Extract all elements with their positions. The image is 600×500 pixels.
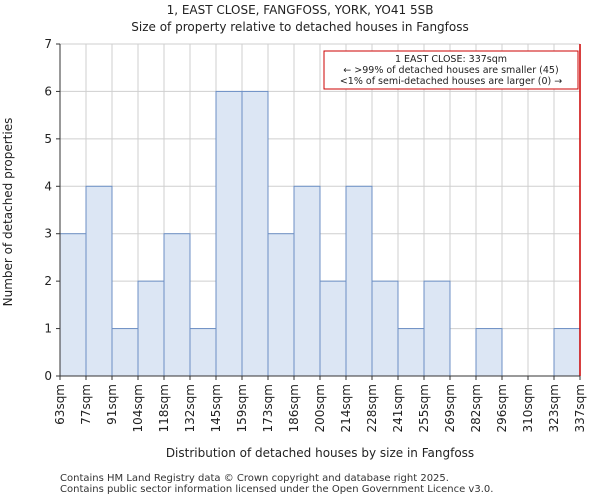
bar <box>345 185 373 377</box>
x-tick-label: 132sqm <box>183 384 197 432</box>
bar <box>85 185 113 377</box>
y-tick-label: 4 <box>44 179 52 193</box>
x-tick-label: 77sqm <box>79 384 93 425</box>
y-tick-label: 2 <box>44 274 52 288</box>
y-tick-label: 5 <box>44 132 52 146</box>
bar <box>553 328 581 377</box>
bar <box>111 328 139 377</box>
bar <box>319 280 347 377</box>
footer-copyright: Contains HM Land Registry data © Crown c… <box>60 473 449 484</box>
x-tick-label: 145sqm <box>209 384 223 432</box>
x-tick-label: 214sqm <box>339 384 353 432</box>
x-tick-label: 269sqm <box>443 384 457 432</box>
bar <box>267 233 295 377</box>
x-tick-label: 104sqm <box>131 384 145 432</box>
annotation-box: 1 EAST CLOSE: 337sqm ← >99% of detached … <box>323 50 579 90</box>
bar <box>397 328 425 377</box>
x-tick-label: 241sqm <box>391 384 405 432</box>
x-tick-label: 228sqm <box>365 384 379 432</box>
x-tick-label: 296sqm <box>495 384 509 432</box>
chart-title: 1, EAST CLOSE, FANGFOSS, YORK, YO41 5SB <box>167 3 434 17</box>
y-tick-label: 3 <box>44 227 52 241</box>
y-tick-label: 6 <box>44 84 52 98</box>
bar <box>423 280 451 377</box>
x-tick-label: 323sqm <box>547 384 561 432</box>
x-tick-label: 63sqm <box>53 384 67 425</box>
annotation-line-3: <1% of semi-detached houses are larger (… <box>340 76 562 87</box>
bar <box>371 280 399 377</box>
x-tick-label: 186sqm <box>287 384 301 432</box>
y-tick-label: 1 <box>44 322 52 336</box>
y-axis-label: Number of detached properties <box>1 118 15 307</box>
bar <box>475 328 503 377</box>
x-tick-label: 173sqm <box>261 384 275 432</box>
bar <box>59 233 87 377</box>
x-tick-label: 159sqm <box>235 384 249 432</box>
x-tick-label: 118sqm <box>157 384 171 432</box>
bar <box>215 90 243 377</box>
x-tick-label: 337sqm <box>573 384 587 432</box>
y-tick-label: 0 <box>44 369 52 383</box>
bar <box>163 233 191 377</box>
x-tick-label: 282sqm <box>469 384 483 432</box>
x-tick-label: 200sqm <box>313 384 327 432</box>
bar <box>241 90 269 377</box>
x-tick-label: 255sqm <box>417 384 431 432</box>
annotation-line-1: 1 EAST CLOSE: 337sqm <box>395 54 507 65</box>
x-tick-label: 91sqm <box>105 384 119 425</box>
bar <box>293 185 321 377</box>
x-axis-label: Distribution of detached houses by size … <box>166 446 474 460</box>
bars <box>59 90 581 377</box>
bar <box>137 280 165 377</box>
x-tick-label: 310sqm <box>521 384 535 432</box>
y-tick-label: 7 <box>44 37 52 51</box>
footer-licence: Contains public sector information licen… <box>60 484 494 495</box>
chart-subtitle: Size of property relative to detached ho… <box>131 20 468 34</box>
axes: 0 1 2 3 4 5 6 7 63sqm 77sqm 91sqm 104sqm 118sqm 132sq… <box>44 37 587 432</box>
bar <box>189 328 217 377</box>
annotation-line-2: ← >99% of detached houses are smaller (4… <box>343 65 558 76</box>
